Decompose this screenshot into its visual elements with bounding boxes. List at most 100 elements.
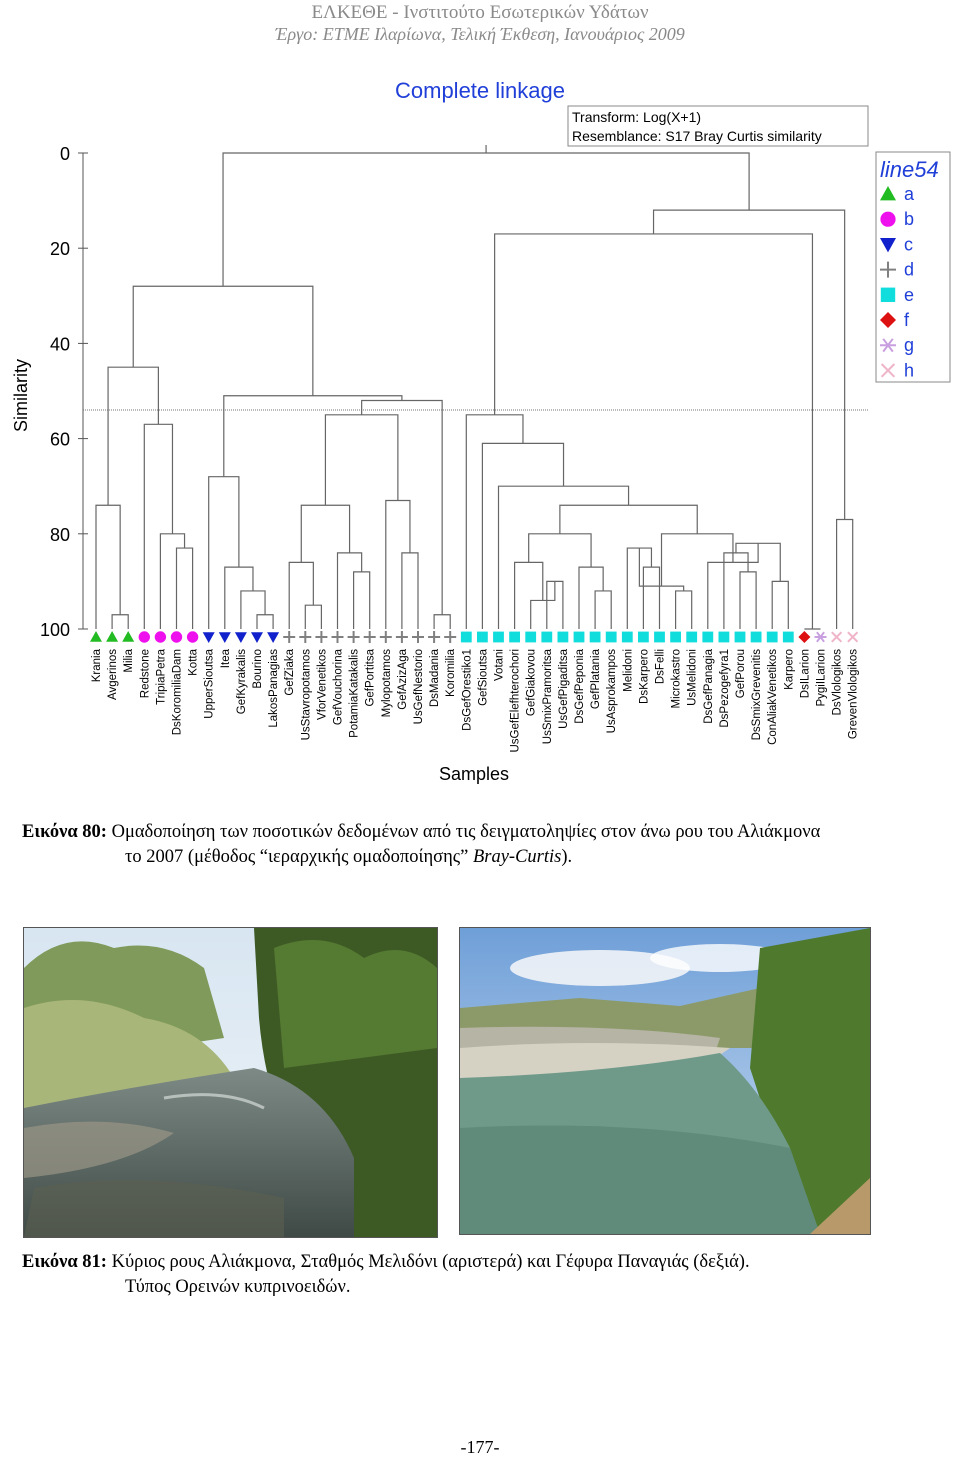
y-tick-label: 20 xyxy=(50,239,70,259)
info-box: Transform: Log(X+1) Resemblance: S17 Bra… xyxy=(567,105,869,147)
sample-label: UpperSioutsa xyxy=(204,648,216,718)
sample-label: GefVouchorina xyxy=(333,648,345,725)
legend-marker-h xyxy=(880,363,896,378)
sample-label: DsGefOrestiko1 xyxy=(461,649,473,731)
sample-label: GefPlatania xyxy=(590,648,602,709)
sample-label: Melidoni xyxy=(622,649,634,692)
dendrogram-chart: Complete linkage Transform: Log(X+1) Res… xyxy=(11,78,951,784)
sample-label: TripiaPetra xyxy=(155,648,167,704)
sample-label: PygiILarion xyxy=(816,649,828,707)
sample-marker-d xyxy=(331,631,344,643)
dendrogram-link xyxy=(401,552,419,629)
dendrogram-link xyxy=(497,485,630,629)
river-photo-right-illustration xyxy=(460,928,870,1234)
sample-marker-e xyxy=(493,631,504,643)
sample-marker-c xyxy=(234,632,247,643)
figure-80-caption-line2: το 2007 (μέθοδος “ιεραρχικής ομαδοποίηση… xyxy=(125,847,469,867)
sample-label: PotamiaKatakalis xyxy=(349,649,361,738)
dendrogram-link xyxy=(240,590,266,629)
dendrogram-link xyxy=(433,614,451,629)
dendrogram-link xyxy=(143,423,174,629)
legend-marker-d xyxy=(880,261,896,278)
legend-label: d xyxy=(904,260,914,280)
dendrogram-link xyxy=(222,152,750,287)
figure-80-caption-end: ). xyxy=(561,847,573,867)
photo-melidoni-station xyxy=(23,927,438,1238)
figure-81-caption: Εικόνα 81: Κύριος ρους Αλιάκμονα, Σταθμό… xyxy=(22,1250,942,1300)
dendrogram-link xyxy=(336,552,363,629)
legend-label: g xyxy=(904,335,914,355)
dendrogram-link xyxy=(675,590,693,629)
x-axis-label: Samples xyxy=(439,764,509,784)
sample-marker-b xyxy=(170,631,183,643)
sample-label: Koromilia xyxy=(445,648,457,697)
dendrogram-link xyxy=(288,561,314,629)
sample-marker-e xyxy=(605,631,617,643)
sample-label: GefSioutsa xyxy=(477,648,489,705)
sample-marker-e xyxy=(782,631,794,643)
dendrogram-link xyxy=(111,614,129,629)
sample-marker-d xyxy=(412,631,424,643)
header-project: Έργο: ΕΤΜΕ Ιλαρίωνα, Τελική Έκθεση, Ιανο… xyxy=(0,24,960,45)
sample-label: Votani xyxy=(494,649,506,681)
y-axis: 0 20 40 60 80 100 xyxy=(40,144,88,640)
figure-81-caption-line1: Κύριος ρους Αλιάκμονα, Σταθμός Μελιδόνι … xyxy=(111,1252,750,1272)
sample-label: Mylopotamos xyxy=(381,649,393,718)
sample-marker-e xyxy=(573,631,585,643)
figure-81-caption-line2: Τύπος Ορεινών κυπρινοειδών. xyxy=(125,1277,351,1297)
y-tick-label: 80 xyxy=(50,525,70,545)
chart-title: Complete linkage xyxy=(395,78,565,103)
y-tick-label: 40 xyxy=(50,334,70,354)
y-tick-label: 100 xyxy=(40,620,70,640)
dendrogram-link xyxy=(481,442,565,629)
dendrogram-link xyxy=(578,566,604,629)
sample-label: Avgerinos xyxy=(107,649,119,700)
sample-label: GefPortitsa xyxy=(365,648,377,706)
sample-label: DsGefPanagia xyxy=(703,648,715,723)
sample-marker-f xyxy=(798,631,811,643)
sample-marker-e xyxy=(670,631,681,643)
sample-marker-c xyxy=(218,632,231,643)
sample-marker-d xyxy=(283,631,296,643)
sample-marker-c xyxy=(251,632,263,643)
sample-label: Kotta xyxy=(188,648,200,675)
sample-marker-e xyxy=(460,631,472,643)
sample-label: UsGefElefhterochori xyxy=(510,649,522,753)
sample-label: UsAsprokampos xyxy=(606,649,618,734)
sample-marker-e xyxy=(654,631,665,643)
sample-marker-a xyxy=(90,631,102,642)
dendrogram-link xyxy=(385,499,411,629)
sample-marker-c xyxy=(267,632,280,643)
page-number: -177- xyxy=(460,1437,500,1457)
dendrogram-link xyxy=(723,552,749,629)
transform-label: Transform: Log(X+1) xyxy=(572,109,701,125)
sample-marker-d xyxy=(315,631,328,643)
sample-marker-e xyxy=(589,631,601,643)
sample-label: GefGiakovou xyxy=(526,649,538,716)
dendrogram-link xyxy=(132,285,314,396)
legend-marker-c xyxy=(880,238,896,253)
sample-marker-c xyxy=(202,632,215,643)
sample-marker-e xyxy=(766,631,778,643)
sample-marker-e xyxy=(525,631,537,643)
dendrogram-link xyxy=(107,366,159,506)
y-tick-label: 60 xyxy=(50,430,70,450)
figure-80-caption: Εικόνα 80: Ομαδοποίηση των ποσοτικών δεδ… xyxy=(22,820,942,870)
sample-marker-h xyxy=(831,631,843,643)
sample-label: Karpero xyxy=(783,649,795,690)
dendrogram-link xyxy=(208,476,240,629)
sample-label: DsKoromiliaDam xyxy=(172,649,184,735)
sample-marker-e xyxy=(477,631,488,643)
sample-marker-d xyxy=(347,631,360,643)
sample-marker-h xyxy=(847,631,859,643)
dendrogram-link xyxy=(256,614,274,629)
dendrogram-tree xyxy=(95,145,854,630)
header-project-text: Έργο: ΕΤΜΕ Ιλαρίωνα, Τελική Έκθεση, Ιανο… xyxy=(275,24,685,44)
sample-marker-b xyxy=(186,631,199,643)
header-institute: ΕΛΚΕΘΕ - Ινστιτούτο Εσωτερικών Υδάτων xyxy=(311,2,649,23)
sample-label: DsMadania xyxy=(429,648,441,707)
y-axis-label: Similarity xyxy=(11,359,31,432)
legend-label: b xyxy=(904,209,914,229)
sample-label: GefAzizAga xyxy=(397,648,409,709)
sample-marker-e xyxy=(702,631,714,643)
